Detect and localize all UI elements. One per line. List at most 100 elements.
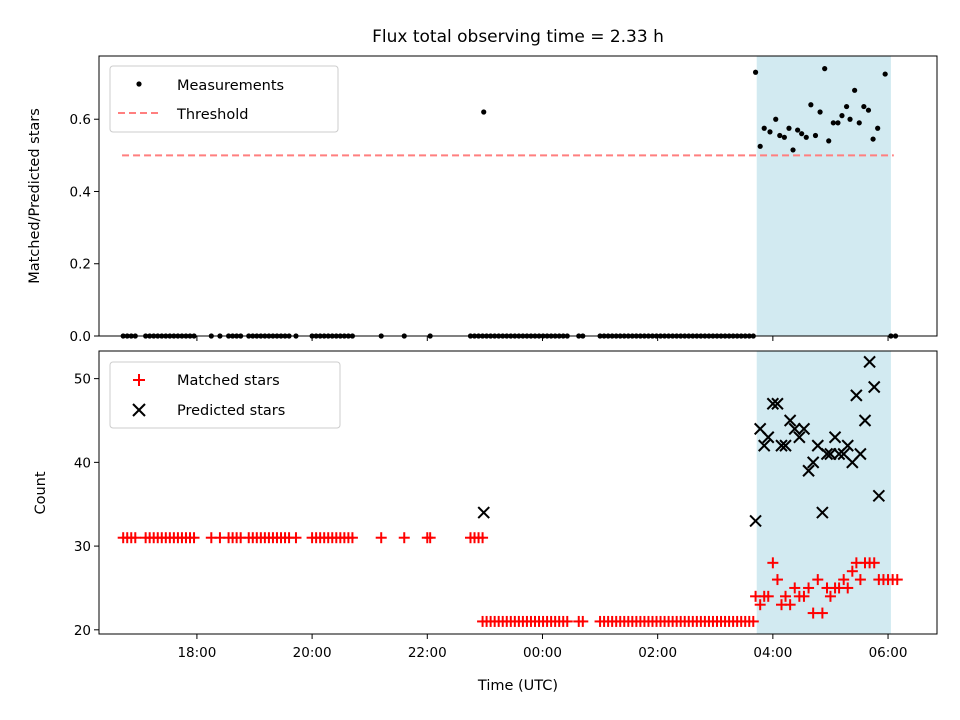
measurement-point <box>803 134 809 140</box>
matched-star-point <box>868 557 880 569</box>
matched-star-point <box>891 574 903 586</box>
predicted-star-point <box>758 439 771 452</box>
measurement-point <box>856 120 862 126</box>
bottom-legend-box <box>109 361 341 429</box>
legend-matched-label: Matched stars <box>177 373 280 389</box>
matched-star-point <box>784 599 796 611</box>
predicted-star-point <box>820 447 834 461</box>
matched-star-point <box>798 590 810 602</box>
measurement-point <box>786 125 792 131</box>
matched-star-point <box>346 532 358 544</box>
legend-threshold-label: Threshold <box>176 107 248 123</box>
predicted-star-point <box>766 397 780 410</box>
predicted-star-point <box>863 355 876 369</box>
predicted-star-point <box>858 414 872 427</box>
matched-star-point <box>424 532 436 544</box>
measurement-point <box>830 120 836 126</box>
matched-star-point <box>188 532 200 544</box>
measurement-point <box>843 103 850 110</box>
matched-star-point <box>290 532 302 544</box>
matched-star-point <box>807 607 819 619</box>
matched-star-point <box>129 532 141 544</box>
measurement-point <box>847 116 853 122</box>
legend-predicted-label: Predicted stars <box>177 403 285 419</box>
y-tick-label: 50 <box>74 372 91 388</box>
predicted-star-point <box>797 422 811 436</box>
matched-star-point <box>816 607 828 619</box>
predicted-star-point <box>793 431 806 444</box>
measurement-point <box>835 120 841 126</box>
legend-measurements-marker <box>136 81 142 87</box>
matched-star-point <box>824 590 836 602</box>
predicted-star-point <box>868 380 881 394</box>
matched-star-point <box>561 615 573 627</box>
predicted-star-point <box>779 439 792 452</box>
matched-star-point <box>747 615 759 627</box>
matched-star-point <box>838 574 850 586</box>
measurement-point <box>839 113 845 119</box>
y-tick-label: 0.0 <box>70 329 91 345</box>
predicted-star-point <box>816 506 829 519</box>
x-tick-label: 18:00 <box>177 645 216 661</box>
measurement-point <box>790 147 796 153</box>
measurement-point <box>781 134 787 140</box>
x-tick-label: 22:00 <box>408 645 447 661</box>
measurement-point <box>757 143 763 149</box>
measurement-point <box>799 131 805 137</box>
measurement-point <box>777 132 783 139</box>
matched-star-point <box>762 590 774 602</box>
bottom-legend: Matched stars Predicted stars <box>109 361 341 429</box>
shaded-region <box>756 56 891 336</box>
measurement-point <box>795 127 801 133</box>
x-tick-label: 06:00 <box>869 645 908 661</box>
measurement-point <box>875 125 881 131</box>
matched-star-point <box>789 582 801 594</box>
predicted-star-point <box>854 447 867 461</box>
measurement-point <box>822 66 828 72</box>
y-tick-label: 20 <box>74 623 91 639</box>
matched-star-point <box>842 582 854 594</box>
y-tick-label: 0.4 <box>70 184 91 200</box>
top-axes-frame <box>98 55 938 337</box>
measurement-point <box>870 136 876 142</box>
matched-star-point <box>754 599 766 611</box>
matched-star-point <box>771 574 783 586</box>
predicted-star-point <box>783 414 797 427</box>
matched-star-point <box>780 590 792 602</box>
bottom-panel: 20 30 40 50 18:00 20:00 22:00 00:00 02:00 04:00 0… <box>33 350 938 694</box>
predicted-star-point <box>872 489 886 503</box>
predicted-star-point <box>762 431 775 444</box>
measurement-point <box>861 103 867 110</box>
predicted-star-point <box>771 397 784 410</box>
measurement-point <box>882 71 888 77</box>
y-tick-label: 40 <box>74 455 91 471</box>
x-tick-label: 20:00 <box>293 645 332 661</box>
x-tick-label: 00:00 <box>523 645 562 661</box>
measurement-point <box>773 116 779 122</box>
predicted-star-point <box>828 431 842 444</box>
predicted-star-point <box>806 456 820 469</box>
shaded-region <box>756 351 891 634</box>
top-legend: Measurements Threshold <box>109 65 339 133</box>
bottom-axes-frame <box>98 350 938 635</box>
matched-star-point <box>812 574 824 586</box>
predicted-star-point <box>802 464 815 477</box>
predicted-star-point <box>477 506 490 519</box>
predicted-star-point <box>749 514 762 528</box>
measurement-point <box>481 109 487 115</box>
matched-star-point <box>477 532 489 544</box>
y-tick-label: 0.2 <box>70 257 91 273</box>
x-tick-label: 04:00 <box>753 645 792 661</box>
measurement-point <box>761 125 767 131</box>
matched-star-point <box>767 557 779 569</box>
matched-star-point <box>577 615 589 627</box>
top-legend-box <box>109 65 339 133</box>
top-panel: 0.0 0.2 0.4 0.6 Matched/Predicted stars Mea… <box>27 55 938 345</box>
measurement-point <box>808 102 814 108</box>
bottom-xlabel: Time (UTC) <box>477 678 558 694</box>
legend-matched-marker <box>133 374 145 386</box>
matched-star-point <box>846 565 858 577</box>
measurement-point <box>852 87 858 93</box>
measurement-point <box>865 107 872 113</box>
predicted-star-point <box>850 389 863 402</box>
